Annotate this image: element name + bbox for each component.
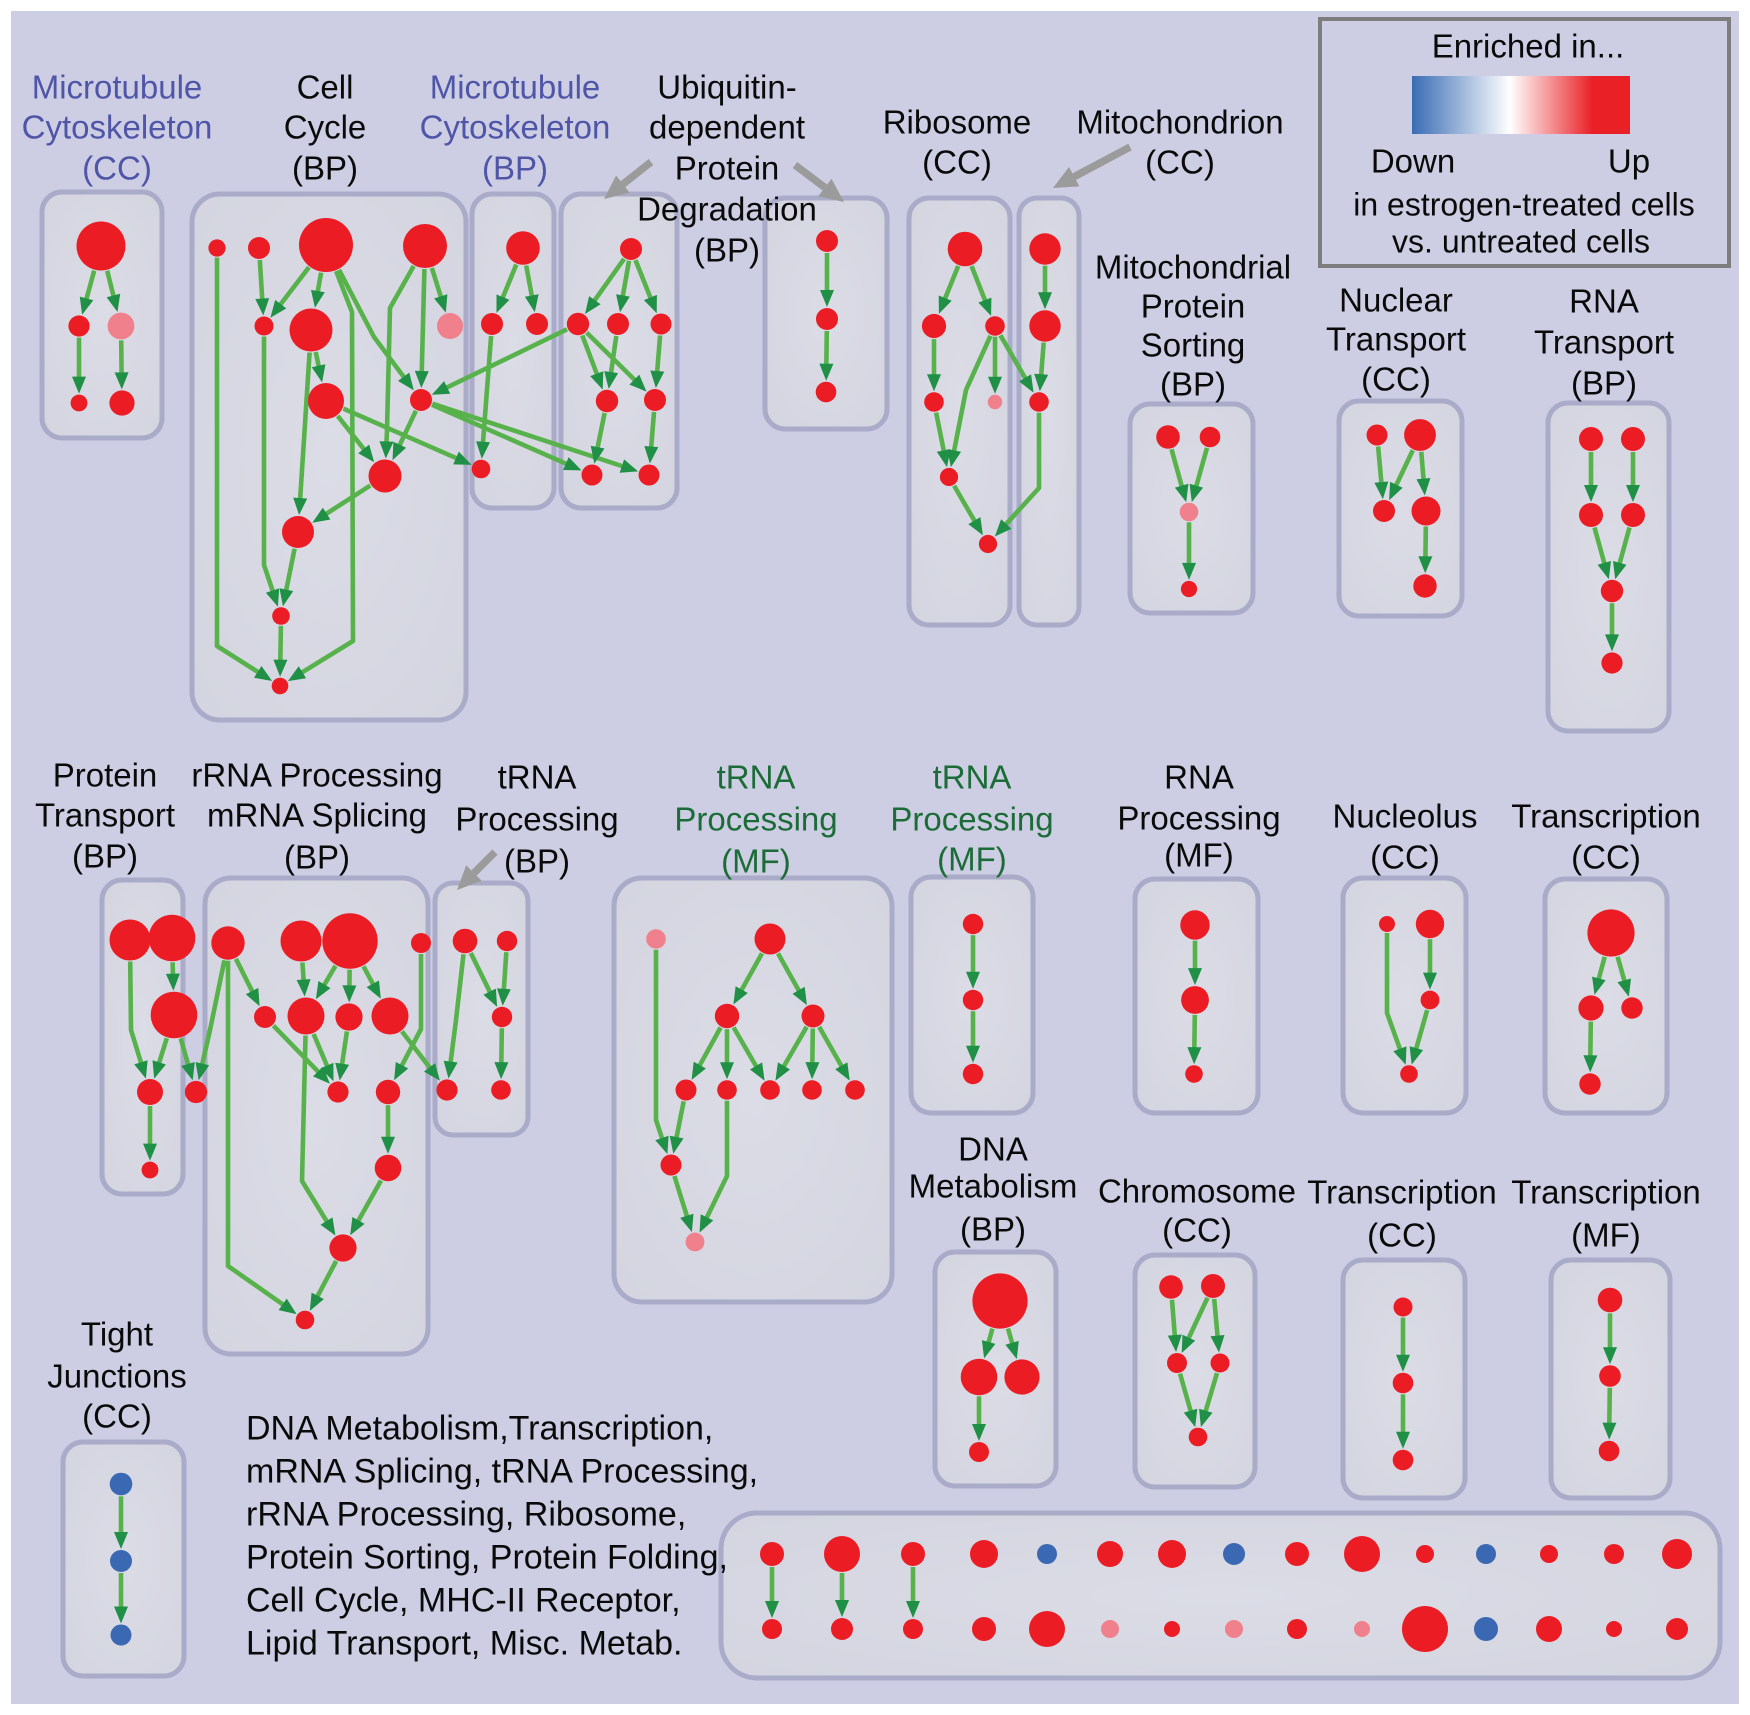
svg-text:rRNA Processing, Ribosome,: rRNA Processing, Ribosome, bbox=[246, 1496, 686, 1534]
svg-text:Cell Cycle, MHC-II Receptor,: Cell Cycle, MHC-II Receptor, bbox=[246, 1582, 681, 1620]
svg-text:Junctions: Junctions bbox=[47, 1358, 186, 1395]
svg-text:(CC): (CC) bbox=[1571, 839, 1641, 876]
svg-text:Processing: Processing bbox=[455, 801, 618, 838]
svg-text:Processing: Processing bbox=[890, 801, 1053, 838]
svg-text:Nucleolus: Nucleolus bbox=[1333, 798, 1478, 835]
svg-text:(BP): (BP) bbox=[1571, 365, 1637, 402]
svg-text:tRNA: tRNA bbox=[498, 759, 577, 796]
svg-text:(CC): (CC) bbox=[1361, 361, 1431, 398]
svg-text:RNA: RNA bbox=[1164, 759, 1234, 796]
svg-text:(CC): (CC) bbox=[1370, 839, 1440, 876]
svg-text:in estrogen-treated cells: in estrogen-treated cells bbox=[1353, 187, 1695, 223]
svg-text:(BP): (BP) bbox=[72, 838, 138, 875]
svg-text:Processing: Processing bbox=[674, 801, 837, 838]
svg-text:Sorting: Sorting bbox=[1141, 327, 1246, 364]
svg-text:Transport: Transport bbox=[1326, 321, 1466, 358]
svg-text:dependent: dependent bbox=[649, 109, 805, 146]
svg-text:(CC): (CC) bbox=[922, 144, 992, 181]
svg-text:(MF): (MF) bbox=[721, 843, 791, 880]
svg-text:Cytoskeleton: Cytoskeleton bbox=[420, 109, 611, 146]
svg-text:(BP): (BP) bbox=[694, 232, 760, 269]
svg-text:(MF): (MF) bbox=[1571, 1217, 1641, 1254]
svg-text:(BP): (BP) bbox=[960, 1211, 1026, 1248]
svg-text:(CC): (CC) bbox=[1367, 1217, 1437, 1254]
svg-text:Cytoskeleton: Cytoskeleton bbox=[22, 109, 213, 146]
svg-text:Transcription: Transcription bbox=[1307, 1174, 1497, 1211]
svg-text:rRNA Processing: rRNA Processing bbox=[191, 757, 442, 794]
svg-text:RNA: RNA bbox=[1569, 283, 1639, 320]
svg-text:Transport: Transport bbox=[35, 797, 175, 834]
svg-text:Transcription: Transcription bbox=[1511, 798, 1701, 835]
svg-text:(BP): (BP) bbox=[1160, 366, 1226, 403]
svg-text:(CC): (CC) bbox=[1145, 144, 1215, 181]
svg-text:(MF): (MF) bbox=[1164, 837, 1234, 874]
svg-text:Protein: Protein bbox=[53, 757, 158, 794]
svg-text:Microtubule: Microtubule bbox=[430, 69, 601, 106]
svg-text:Chromosome: Chromosome bbox=[1098, 1173, 1296, 1210]
svg-text:Microtubule: Microtubule bbox=[32, 69, 203, 106]
svg-text:Tight: Tight bbox=[81, 1316, 153, 1353]
svg-text:(BP): (BP) bbox=[284, 839, 350, 876]
svg-text:Transcription: Transcription bbox=[1511, 1174, 1701, 1211]
svg-text:Enriched in...: Enriched in... bbox=[1432, 28, 1625, 65]
svg-text:Ribosome: Ribosome bbox=[883, 104, 1032, 141]
svg-text:Mitochondrion: Mitochondrion bbox=[1076, 104, 1283, 141]
svg-text:Protein Sorting, Protein Foldi: Protein Sorting, Protein Folding, bbox=[246, 1539, 728, 1577]
svg-text:Cell: Cell bbox=[297, 69, 354, 106]
svg-text:mRNA Splicing: mRNA Splicing bbox=[207, 797, 427, 834]
svg-text:vs. untreated cells: vs. untreated cells bbox=[1392, 224, 1650, 260]
svg-text:(BP): (BP) bbox=[292, 150, 358, 187]
svg-text:(CC): (CC) bbox=[82, 1398, 152, 1435]
svg-text:tRNA: tRNA bbox=[717, 759, 796, 796]
svg-text:Protein: Protein bbox=[1141, 288, 1246, 325]
svg-text:Up: Up bbox=[1608, 143, 1650, 180]
svg-text:Metabolism: Metabolism bbox=[909, 1168, 1078, 1205]
svg-text:Degradation: Degradation bbox=[637, 191, 817, 228]
svg-text:(CC): (CC) bbox=[1162, 1212, 1232, 1249]
svg-text:Down: Down bbox=[1371, 143, 1455, 180]
svg-text:(MF): (MF) bbox=[937, 841, 1007, 878]
svg-text:tRNA: tRNA bbox=[933, 759, 1012, 796]
svg-text:Ubiquitin-: Ubiquitin- bbox=[657, 69, 796, 106]
svg-text:Mitochondrial: Mitochondrial bbox=[1095, 249, 1291, 286]
svg-text:DNA Metabolism,Transcription,: DNA Metabolism,Transcription, bbox=[246, 1410, 713, 1448]
svg-text:Cycle: Cycle bbox=[284, 109, 367, 146]
svg-text:(BP): (BP) bbox=[504, 843, 570, 880]
svg-text:DNA: DNA bbox=[958, 1131, 1028, 1168]
svg-text:(CC): (CC) bbox=[82, 150, 152, 187]
svg-text:Nuclear: Nuclear bbox=[1339, 282, 1453, 319]
svg-text:(BP): (BP) bbox=[482, 150, 548, 187]
svg-text:mRNA Splicing, tRNA Processing: mRNA Splicing, tRNA Processing, bbox=[246, 1453, 758, 1491]
svg-text:Lipid Transport, Misc. Metab.: Lipid Transport, Misc. Metab. bbox=[246, 1625, 683, 1663]
svg-text:Transport: Transport bbox=[1534, 324, 1674, 361]
svg-text:Processing: Processing bbox=[1117, 800, 1280, 837]
svg-text:Protein: Protein bbox=[675, 150, 780, 187]
